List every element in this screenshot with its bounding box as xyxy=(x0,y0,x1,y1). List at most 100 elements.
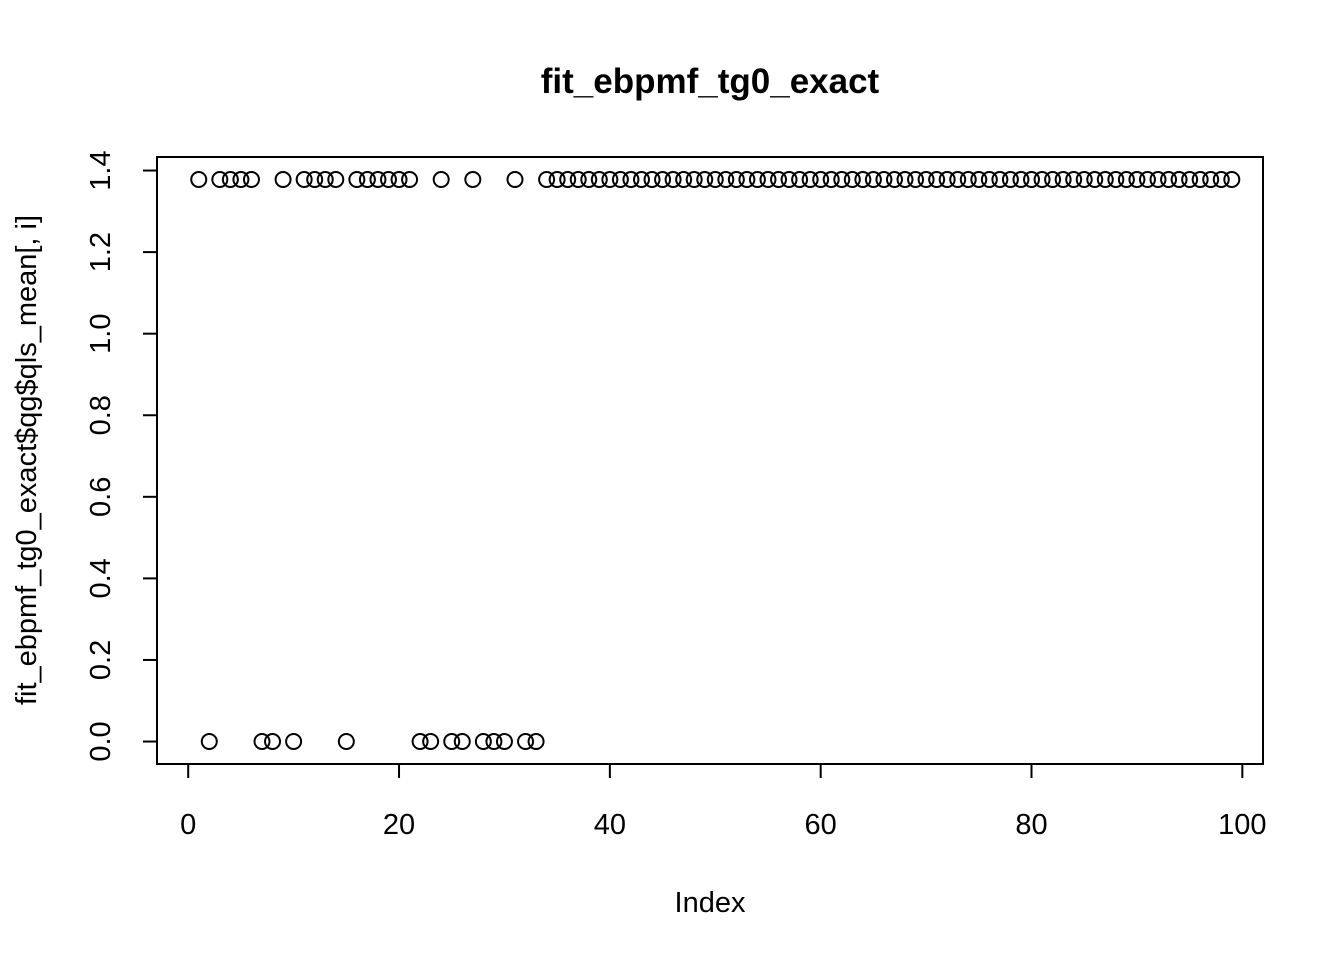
data-point xyxy=(717,171,735,189)
data-point xyxy=(780,171,798,189)
x-tick-label: 80 xyxy=(1015,809,1047,841)
data-point xyxy=(854,171,872,189)
data-point xyxy=(1202,171,1220,189)
data-point xyxy=(443,733,461,751)
data-point xyxy=(495,733,513,751)
data-point xyxy=(453,733,471,751)
data-point xyxy=(1191,171,1209,189)
data-point xyxy=(590,171,608,189)
data-point xyxy=(632,171,650,189)
data-point xyxy=(759,171,777,189)
data-point xyxy=(316,171,334,189)
data-point xyxy=(1054,171,1072,189)
y-tick-label: 0.4 xyxy=(85,558,117,598)
data-point xyxy=(559,171,577,189)
data-point xyxy=(864,171,882,189)
x-axis-label: Index xyxy=(675,887,746,919)
y-tick-label: 0.0 xyxy=(85,721,117,761)
y-tick-label: 0.8 xyxy=(85,395,117,435)
data-point xyxy=(1023,171,1041,189)
data-point xyxy=(991,171,1009,189)
x-tick-label: 40 xyxy=(594,809,626,841)
data-point xyxy=(1223,171,1241,189)
data-point xyxy=(1170,171,1188,189)
data-point xyxy=(1117,171,1135,189)
data-point xyxy=(959,171,977,189)
data-point xyxy=(928,171,946,189)
data-point xyxy=(643,171,661,189)
data-point xyxy=(306,171,324,189)
data-point xyxy=(970,171,988,189)
data-point xyxy=(569,171,587,189)
x-tick-label: 0 xyxy=(180,809,196,841)
data-point xyxy=(770,171,788,189)
data-point xyxy=(1075,171,1093,189)
data-point xyxy=(664,171,682,189)
data-point xyxy=(190,171,208,189)
data-point xyxy=(517,733,535,751)
data-point xyxy=(611,171,629,189)
data-point xyxy=(432,171,450,189)
data-point xyxy=(949,171,967,189)
data-point xyxy=(1001,171,1019,189)
data-point xyxy=(833,171,851,189)
data-point xyxy=(1128,171,1146,189)
data-point xyxy=(801,171,819,189)
data-point xyxy=(422,733,440,751)
data-point xyxy=(1033,171,1051,189)
data-point xyxy=(200,733,218,751)
y-axis-label: fit_ebpmf_tg0_exact$qg$qls_mean[, i] xyxy=(11,215,43,705)
data-point xyxy=(822,171,840,189)
data-point xyxy=(548,171,566,189)
data-point xyxy=(285,733,303,751)
data-point xyxy=(369,171,387,189)
data-point xyxy=(885,171,903,189)
data-point xyxy=(527,733,545,751)
data-point xyxy=(748,171,766,189)
data-point xyxy=(538,171,556,189)
y-tick-label: 1.4 xyxy=(85,150,117,190)
data-point xyxy=(896,171,914,189)
data-point xyxy=(337,733,355,751)
data-point xyxy=(843,171,861,189)
data-point xyxy=(580,171,598,189)
data-points xyxy=(190,171,1241,751)
x-tick-label: 60 xyxy=(805,809,837,841)
data-point xyxy=(506,171,524,189)
data-point xyxy=(706,171,724,189)
data-point xyxy=(485,733,503,751)
data-point xyxy=(1012,171,1030,189)
data-point xyxy=(1096,171,1114,189)
plot-frame xyxy=(156,156,1264,765)
data-point xyxy=(1138,171,1156,189)
x-tick-label: 100 xyxy=(1218,809,1266,841)
data-point xyxy=(348,171,366,189)
data-point xyxy=(738,171,756,189)
data-point xyxy=(1065,171,1083,189)
data-point xyxy=(464,171,482,189)
y-tick-label: 1.0 xyxy=(85,314,117,354)
data-point xyxy=(474,733,492,751)
data-point xyxy=(221,171,239,189)
data-point xyxy=(264,733,282,751)
y-axis: 0.0 0.2 0.4 0.6 0.8 1.0 1.2 1.4 xyxy=(85,150,158,762)
data-point xyxy=(211,171,229,189)
data-point xyxy=(727,171,745,189)
x-tick-label: 20 xyxy=(383,809,415,841)
data-point xyxy=(401,171,419,189)
data-point xyxy=(654,171,672,189)
data-point xyxy=(1181,171,1199,189)
data-point xyxy=(980,171,998,189)
data-point xyxy=(622,171,640,189)
data-point xyxy=(274,171,292,189)
data-point xyxy=(675,171,693,189)
data-point xyxy=(812,171,830,189)
data-point xyxy=(295,171,313,189)
data-point xyxy=(791,171,809,189)
data-point xyxy=(1086,171,1104,189)
data-point xyxy=(232,171,250,189)
x-axis: 0 20 40 60 80 100 xyxy=(180,763,1267,841)
data-point xyxy=(685,171,703,189)
data-point xyxy=(917,171,935,189)
